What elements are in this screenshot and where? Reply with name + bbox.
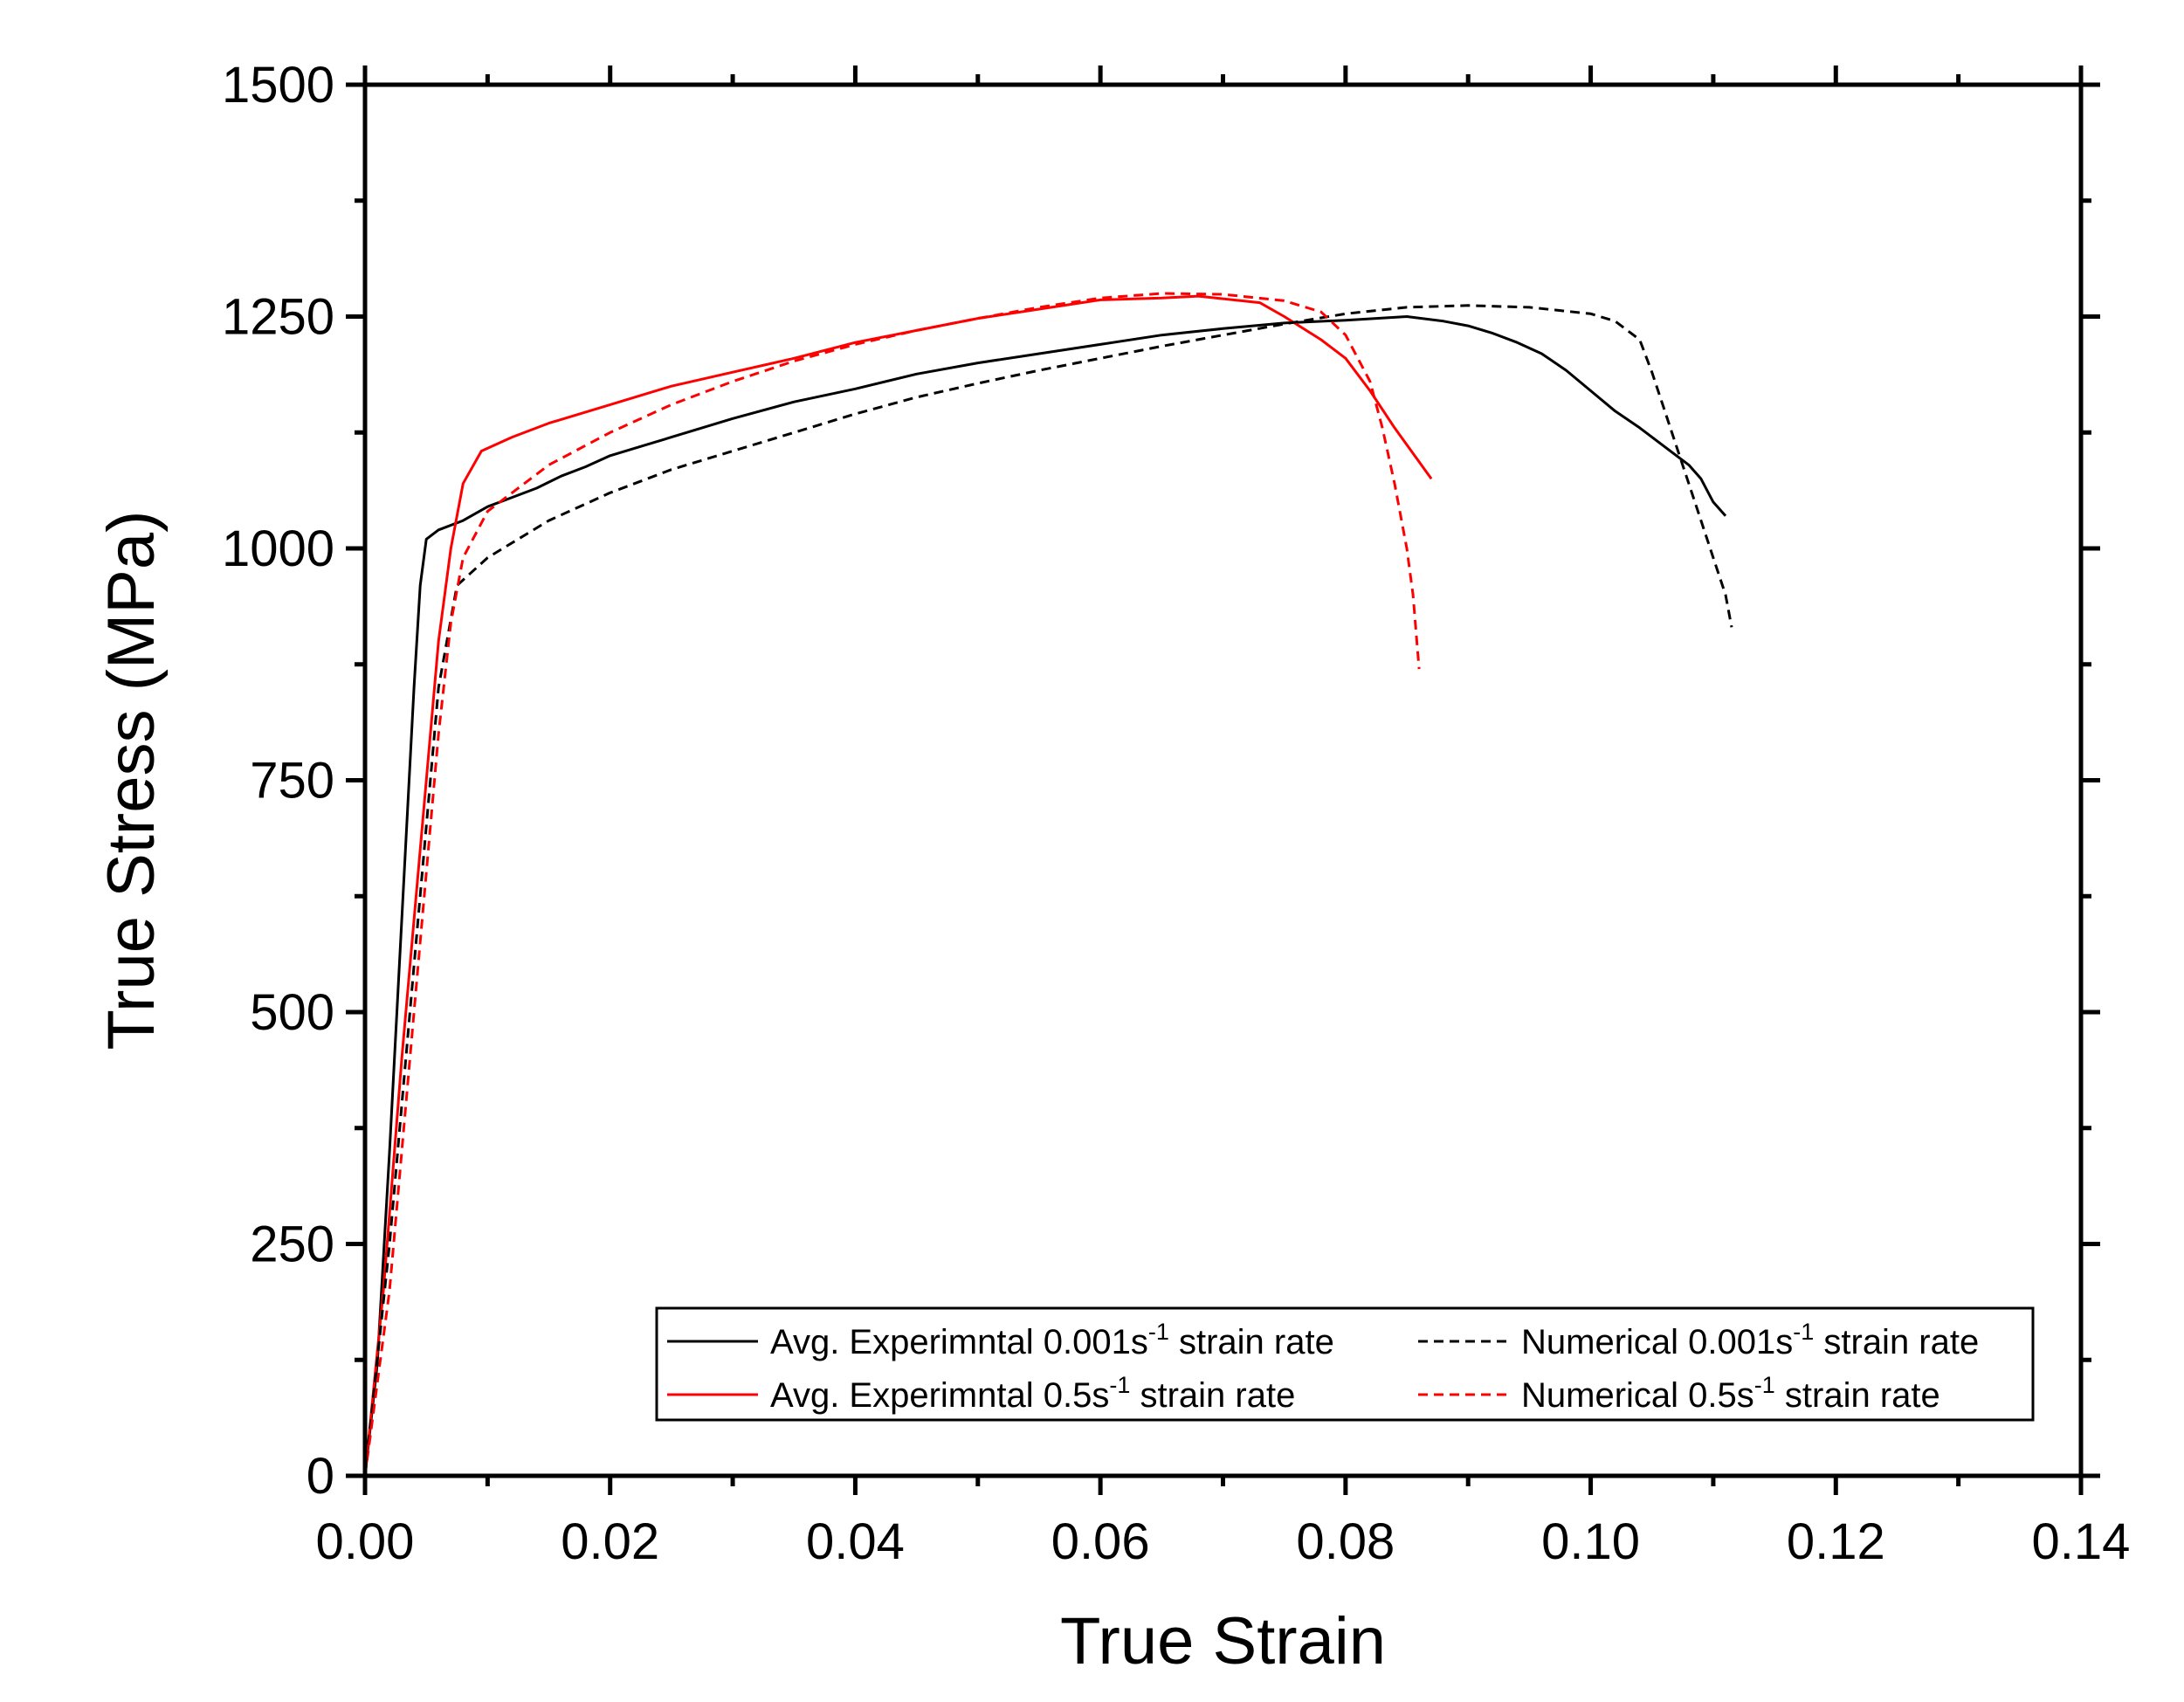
- y-tick-label: 750: [250, 753, 334, 810]
- series-line-4: [363, 292, 1421, 1477]
- x-tick-label: 0.12: [1787, 1513, 1885, 1570]
- legend-label-4: Numerical 0.5s-1 strain rate: [1521, 1372, 1940, 1415]
- series-layer: [363, 292, 1733, 1477]
- x-axis-title: True Strain: [1060, 1604, 1386, 1678]
- series-line-1: [363, 315, 1727, 1477]
- y-tick-label: 500: [250, 984, 334, 1041]
- legend-label-1: Avg. Experimntal 0.001s-1 strain rate: [770, 1319, 1334, 1361]
- x-tick-label: 0.10: [1541, 1513, 1640, 1570]
- x-tick-label: 0.14: [2032, 1513, 2131, 1570]
- y-tick-label: 1500: [222, 57, 334, 114]
- y-tick-label: 250: [250, 1216, 334, 1273]
- x-tick-label: 0.04: [806, 1513, 905, 1570]
- x-tick-label: 0.06: [1051, 1513, 1150, 1570]
- tick-layer: 0.00 0.02 0.04 0.06 0.08 0.10 0.12 0.14 0 250 500 7…: [222, 57, 2130, 1570]
- legend-label-2: Avg. Experimntal 0.5s-1 strain rate: [770, 1372, 1295, 1415]
- y-axis-title: True Stress (MPa): [94, 511, 169, 1051]
- x-tick-label: 0.08: [1296, 1513, 1395, 1570]
- legend-label-3: Numerical 0.001s-1 strain rate: [1521, 1319, 1979, 1361]
- legend: Avg. Experimntal 0.001s-1 strain rate Avg…: [655, 1306, 2035, 1422]
- x-tick-label: 0.02: [561, 1513, 659, 1570]
- legend-box: [655, 1306, 2035, 1422]
- series-line-2: [363, 294, 1433, 1477]
- y-tick-label: 1250: [222, 289, 334, 346]
- y-tick-label: 0: [307, 1448, 334, 1505]
- y-tick-label: 1000: [222, 520, 334, 577]
- x-tick-label: 0.00: [316, 1513, 415, 1570]
